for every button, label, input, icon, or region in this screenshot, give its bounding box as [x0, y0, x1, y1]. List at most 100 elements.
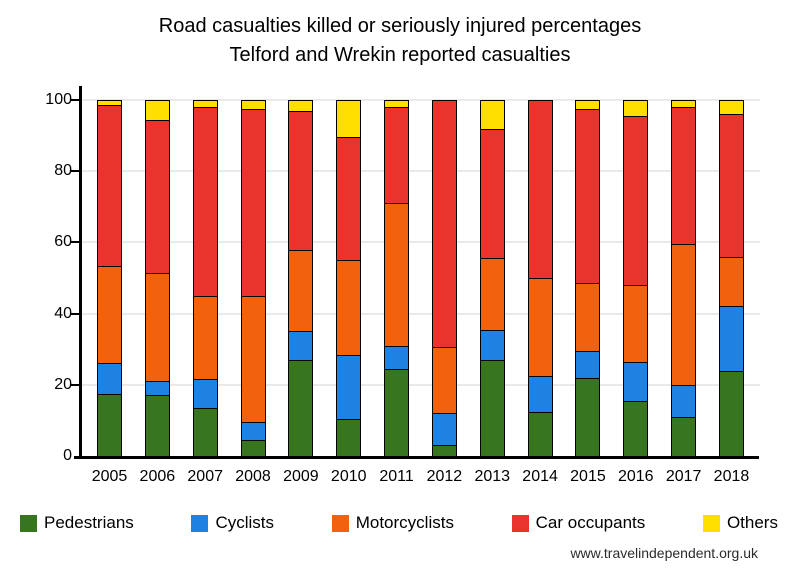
- bar-segment-motorcyclists: [336, 260, 362, 355]
- y-tick-label: 40: [54, 304, 72, 322]
- bar-2015: [575, 100, 601, 456]
- bar-segment-car-occupants: [527, 100, 553, 279]
- y-tick: [71, 383, 80, 386]
- bar-segment-car-occupants: [288, 110, 314, 250]
- bar-segment-others: [240, 100, 266, 109]
- legend-swatch: [331, 514, 349, 532]
- x-tick-label: 2017: [665, 468, 702, 485]
- bar-segment-car-occupants: [431, 100, 457, 348]
- bar-2016: [623, 100, 649, 456]
- bar-segment-motorcyclists: [97, 265, 122, 364]
- x-tick-label: 2013: [474, 468, 511, 485]
- legend-swatch: [702, 514, 720, 532]
- bar-segment-motorcyclists: [384, 203, 410, 346]
- bar-2009: [288, 100, 314, 456]
- bar-segment-others: [192, 100, 218, 108]
- bar-segment-cyclists: [240, 422, 266, 440]
- legend-swatch: [511, 514, 529, 532]
- bar-segment-car-occupants: [479, 128, 505, 259]
- bar-2011: [384, 100, 410, 456]
- bar-segment-motorcyclists: [527, 278, 553, 376]
- bar-segment-cyclists: [384, 345, 410, 369]
- bar-segment-pedestrians: [527, 411, 553, 456]
- legend-item-motorcyclists: Motorcyclists: [331, 513, 454, 533]
- chart-title-block: Road casualties killed or seriously inju…: [0, 12, 800, 70]
- bar-2008: [240, 100, 266, 456]
- y-axis: [79, 86, 82, 459]
- bar-segment-car-occupants: [623, 116, 649, 286]
- bar-segment-car-occupants: [336, 137, 362, 261]
- bar-2014: [527, 100, 553, 456]
- bar-2006: [144, 100, 170, 456]
- bar-segment-pedestrians: [575, 377, 601, 456]
- y-tick-label: 80: [54, 162, 72, 180]
- gridline: [82, 170, 760, 173]
- bar-segment-motorcyclists: [192, 295, 218, 380]
- x-tick-label: 2007: [187, 468, 223, 485]
- bar-2013: [479, 100, 505, 456]
- bar-segment-cyclists: [479, 329, 505, 360]
- bar-segment-pedestrians: [718, 370, 744, 456]
- bar-segment-pedestrians: [431, 445, 457, 456]
- x-tick-label: 2009: [283, 468, 319, 485]
- y-tick: [71, 170, 80, 173]
- bar-segment-motorcyclists: [431, 347, 457, 414]
- x-tick-label: 2008: [235, 468, 271, 485]
- bar-segment-motorcyclists: [288, 249, 314, 332]
- bar-segment-car-occupants: [192, 107, 218, 296]
- bar-segment-others: [623, 100, 649, 117]
- x-tick-label: 2015: [570, 468, 606, 485]
- y-tick-label: 60: [54, 233, 72, 251]
- bar-segment-motorcyclists: [479, 258, 505, 330]
- bar-2010: [336, 100, 362, 456]
- bar-segment-cyclists: [527, 375, 553, 412]
- bar-segment-cyclists: [97, 363, 122, 394]
- gridline: [82, 99, 760, 101]
- bar-segment-others: [718, 100, 744, 115]
- y-tick: [71, 99, 80, 101]
- y-tick-label: 20: [54, 375, 72, 393]
- y-tick-label: 0: [63, 447, 72, 464]
- bar-segment-car-occupants: [97, 105, 122, 266]
- gridline: [82, 241, 760, 244]
- bar-segment-car-occupants: [575, 108, 601, 284]
- bar-2007: [192, 100, 218, 456]
- bar-segment-cyclists: [671, 384, 697, 417]
- bar-segment-motorcyclists: [144, 272, 170, 382]
- bar-segment-others: [671, 100, 697, 108]
- bar-segment-car-occupants: [240, 108, 266, 296]
- bar-segment-pedestrians: [144, 395, 170, 456]
- legend: Pedestrians Cyclists Motorcyclists Car occu…: [20, 513, 778, 533]
- bar-segment-pedestrians: [192, 407, 218, 456]
- x-tick-label: 2005: [91, 468, 128, 485]
- legend-swatch: [191, 514, 209, 532]
- bar-segment-others: [384, 100, 410, 108]
- bar-segment-cyclists: [718, 306, 744, 371]
- bar-segment-pedestrians: [623, 400, 649, 456]
- bar-segment-motorcyclists: [718, 256, 744, 307]
- legend-label: Pedestrians: [44, 513, 134, 532]
- bar-segment-pedestrians: [479, 359, 505, 456]
- bar-segment-pedestrians: [288, 359, 314, 456]
- bar-segment-cyclists: [575, 351, 601, 378]
- gridline: [82, 312, 760, 315]
- x-tick-label: 2006: [139, 468, 176, 485]
- legend-label: Car occupants: [535, 513, 646, 532]
- x-tick-label: 2018: [713, 468, 750, 485]
- bar-segment-cyclists: [623, 361, 649, 401]
- legend-label: Cyclists: [215, 513, 275, 532]
- bar-segment-others: [144, 100, 170, 120]
- bar-segment-motorcyclists: [671, 244, 697, 385]
- y-tick: [71, 312, 80, 315]
- bar-segment-car-occupants: [144, 119, 170, 273]
- bar-segment-others: [479, 100, 505, 129]
- bar-segment-pedestrians: [384, 368, 410, 456]
- bar-segment-pedestrians: [240, 439, 266, 456]
- website-footer: www.travelindependent.org.uk: [570, 545, 758, 561]
- bar-segment-pedestrians: [336, 418, 362, 456]
- y-tick: [71, 241, 80, 244]
- bar-segment-cyclists: [336, 354, 362, 419]
- y-tick-label: 100: [45, 91, 72, 108]
- chart-subtitle: Telford and Wrekin reported casualties: [229, 44, 571, 66]
